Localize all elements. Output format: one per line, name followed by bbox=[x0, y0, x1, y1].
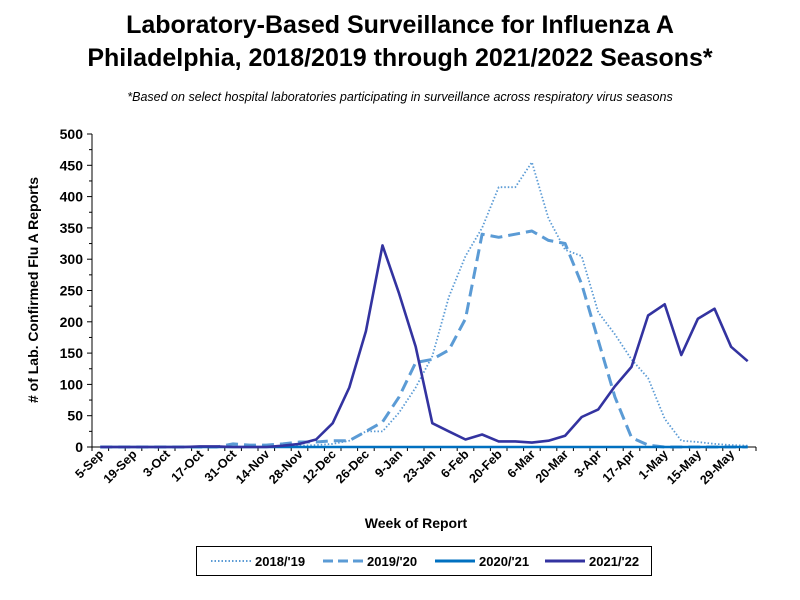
legend-label: 2019/'20 bbox=[367, 553, 418, 569]
series-line-3 bbox=[100, 244, 749, 449]
y-tick-label: 100 bbox=[60, 376, 84, 392]
y-tick-label: 500 bbox=[60, 126, 84, 142]
y-tick-label: 150 bbox=[60, 345, 84, 361]
chart-title-line1: Laboratory-Based Surveillance for Influe… bbox=[126, 11, 674, 39]
chart-subtitle: *Based on select hospital laboratories p… bbox=[127, 90, 673, 104]
x-tick-label: 29-May bbox=[697, 447, 737, 487]
series-line-1 bbox=[100, 229, 748, 449]
y-tick-label: 300 bbox=[60, 251, 84, 267]
series-line-0 bbox=[100, 161, 748, 448]
x-axis-label: Week of Report bbox=[365, 515, 468, 531]
legend: 2018/'19 2019/'20 2020/'21 2021/'22 bbox=[196, 546, 652, 576]
legend-swatch-dashed bbox=[323, 559, 363, 563]
x-tick-label: 17-Oct bbox=[169, 447, 207, 485]
line-chart: 0501001502002503003504004505005-Sep19-Se… bbox=[25, 126, 757, 531]
x-tick-label: 14-Nov bbox=[233, 447, 272, 486]
y-axis-label: # of Lab. Confirmed Flu A Reports bbox=[25, 177, 41, 403]
x-tick-label: 20-Mar bbox=[533, 447, 571, 485]
legend-label: 2021/'22 bbox=[589, 553, 640, 569]
legend-label: 2020/'21 bbox=[479, 553, 530, 569]
series-lines bbox=[100, 161, 749, 449]
chart-title-line2: Philadelphia, 2018/2019 through 2021/202… bbox=[87, 44, 713, 72]
legend-swatch-dotted bbox=[211, 560, 251, 562]
y-tick-label: 450 bbox=[60, 157, 84, 173]
legend-item-2021-22: 2021/'22 bbox=[545, 552, 639, 570]
x-tick-label: 23-Jan bbox=[401, 447, 439, 485]
x-tick-label: 17-Apr bbox=[600, 447, 638, 485]
y-tick-label: 350 bbox=[60, 220, 84, 236]
y-tick-label: 0 bbox=[75, 439, 83, 455]
x-tick-label: 12-Dec bbox=[300, 447, 339, 486]
x-tick-label: 19-Sep bbox=[101, 447, 140, 486]
legend-item-2019-20: 2019/'20 bbox=[323, 552, 417, 570]
y-tick-label: 200 bbox=[60, 314, 84, 330]
y-tick-label: 50 bbox=[67, 408, 83, 424]
legend-swatch-solid-blue bbox=[435, 559, 475, 563]
x-tick-label: 28-Nov bbox=[266, 447, 305, 486]
legend-swatch-solid-navy bbox=[545, 559, 585, 563]
x-tick-label: 20-Feb bbox=[466, 447, 505, 486]
legend-item-2020-21: 2020/'21 bbox=[435, 552, 529, 570]
y-tick-label: 250 bbox=[60, 283, 84, 299]
legend-label: 2018/'19 bbox=[255, 553, 306, 569]
y-tick-label: 400 bbox=[60, 189, 84, 205]
legend-item-2018-19: 2018/'19 bbox=[211, 552, 305, 570]
axes: 0501001502002503003504004505005-Sep19-Se… bbox=[60, 126, 757, 487]
x-tick-label: 26-Dec bbox=[333, 447, 372, 486]
x-tick-label: 15-May bbox=[664, 447, 704, 487]
